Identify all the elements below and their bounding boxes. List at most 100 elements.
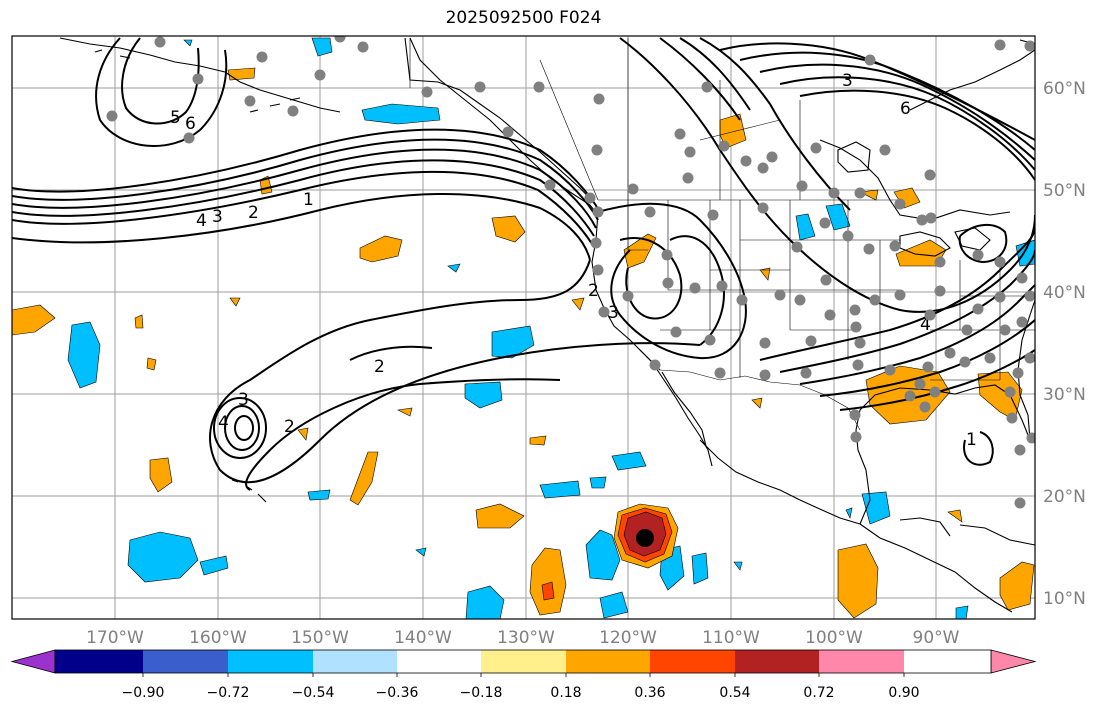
station-dot — [759, 369, 771, 381]
latitude-labels: 60°N 50°N 40°N 30°N 20°N 10°N — [1043, 79, 1086, 609]
svg-text:4: 4 — [920, 315, 931, 335]
station-dot — [854, 187, 866, 199]
station-dot — [824, 309, 836, 321]
svg-text:1: 1 — [966, 430, 977, 450]
station-dot — [707, 209, 719, 221]
lon-label: 160°W — [189, 628, 247, 648]
map-frame — [11, 35, 1036, 620]
contour-lines — [12, 37, 1035, 491]
station-dot — [819, 217, 831, 229]
station-dot — [334, 36, 346, 43]
station-dot — [850, 321, 862, 333]
lat-label: 20°N — [1043, 487, 1086, 507]
station-dot — [1004, 386, 1016, 398]
station-dot — [661, 249, 673, 261]
colorbar-segment — [566, 650, 650, 673]
station-dot — [1014, 497, 1026, 509]
station-dot — [796, 180, 808, 192]
station-dot — [934, 256, 946, 268]
station-dot — [854, 337, 866, 349]
station-dot — [287, 105, 299, 117]
colorbar-tick-label: 0.90 — [888, 685, 919, 701]
station-dot — [894, 198, 906, 210]
station-dot — [994, 256, 1006, 268]
station-dot — [674, 128, 686, 140]
svg-text:6: 6 — [900, 99, 911, 119]
station-dot — [314, 69, 326, 81]
station-dot — [474, 81, 486, 93]
lon-label: 170°W — [86, 628, 144, 648]
colorbar-segment — [55, 650, 143, 673]
station-dot — [544, 179, 556, 191]
contour-labels: 1 2 3 4 5 6 2 3 4 1 2 3 4 2 3 6 — [170, 71, 977, 450]
station-dot — [584, 192, 596, 204]
colorbar-tick-label: −0.54 — [292, 685, 335, 701]
station-dot — [852, 359, 864, 371]
station-dot — [944, 347, 956, 359]
station-dot — [884, 364, 896, 376]
svg-text:3: 3 — [238, 390, 249, 410]
station-dot — [1016, 272, 1028, 284]
station-dot — [1006, 412, 1018, 424]
colorbar-tick-label: −0.72 — [207, 685, 250, 701]
station-dot — [682, 172, 694, 184]
svg-text:3: 3 — [212, 207, 223, 227]
station-dot — [864, 54, 876, 66]
station-dot — [879, 144, 891, 156]
colorbar-segment — [650, 650, 735, 673]
station-dot — [994, 39, 1006, 51]
station-dot — [593, 93, 605, 105]
station-dot — [716, 280, 728, 292]
station-dot — [849, 304, 861, 316]
colorbar-segment — [819, 650, 904, 673]
station-dot — [649, 359, 661, 371]
station-dot — [622, 290, 634, 302]
station-dot — [919, 401, 931, 413]
colorbar-over-arrow — [990, 649, 1037, 674]
colorbar-tick-label: −0.90 — [122, 685, 165, 701]
station-dot — [800, 367, 812, 379]
station-dot — [421, 86, 433, 98]
station-dot — [842, 230, 854, 242]
station-dot — [684, 146, 696, 158]
colorbar-segment — [904, 650, 991, 673]
station-dot — [1014, 444, 1026, 456]
station-dot — [850, 431, 862, 443]
station-dot — [502, 126, 514, 138]
station-dots — [106, 36, 1035, 509]
colorbar-tick-labels: −0.90 −0.72 −0.54 −0.36 −0.18 0.18 0.36 0.54 0.7… — [122, 673, 920, 701]
station-dot — [244, 95, 256, 107]
station-dot — [924, 309, 936, 321]
colorbar-tick-label: 0.54 — [719, 685, 750, 701]
station-dot — [357, 41, 369, 53]
colorbar-tick-label: 0.18 — [550, 685, 581, 701]
lat-label: 30°N — [1043, 385, 1086, 405]
station-dot — [922, 361, 934, 373]
station-dot — [863, 243, 875, 255]
colorbar-under-arrow — [10, 649, 56, 674]
station-dot — [904, 390, 916, 402]
station-dot — [1016, 316, 1028, 328]
lat-label: 10°N — [1043, 589, 1086, 609]
station-dot — [972, 249, 984, 261]
station-dot — [670, 326, 682, 338]
station-dot — [994, 291, 1006, 303]
colorbar-segment — [397, 650, 481, 673]
station-dot — [533, 81, 545, 93]
station-dot — [805, 335, 817, 347]
station-dot — [154, 36, 166, 48]
station-dot — [999, 324, 1011, 336]
lon-label: 150°W — [291, 628, 349, 648]
station-dot — [701, 81, 713, 93]
station-dot — [757, 162, 769, 174]
svg-text:2: 2 — [284, 417, 295, 437]
station-dot — [718, 140, 730, 152]
svg-text:6: 6 — [185, 114, 196, 134]
station-dot — [106, 110, 118, 122]
colorbar-tick-label: −0.18 — [460, 685, 503, 701]
lon-label: 90°W — [913, 628, 960, 648]
anomaly-shading — [12, 37, 1035, 619]
colorbar-segment — [143, 650, 228, 673]
station-dot — [740, 155, 752, 167]
